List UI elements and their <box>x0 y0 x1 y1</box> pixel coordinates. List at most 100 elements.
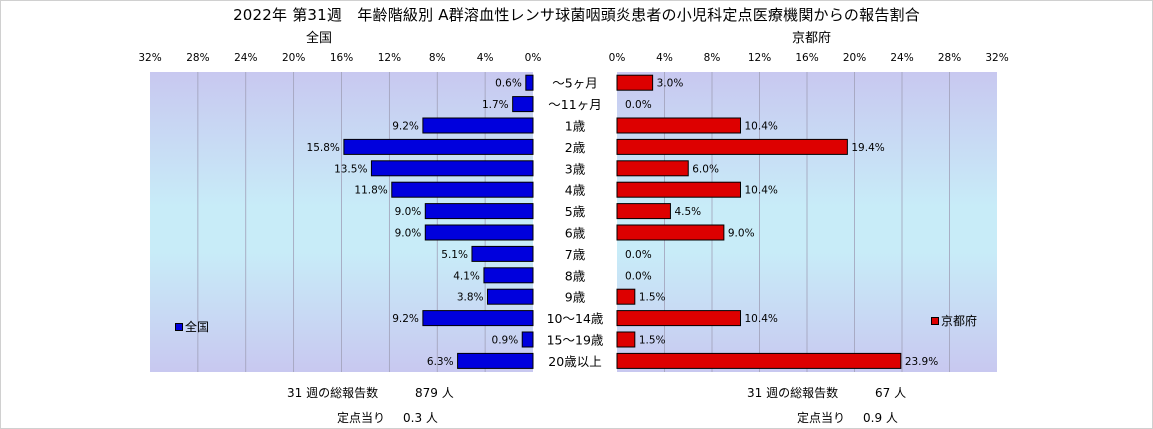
kyoto-bar <box>616 138 848 155</box>
category-label: ～5ヶ月 <box>552 76 597 91</box>
national-bar <box>521 331 534 348</box>
national-data-label: 3.8% <box>457 292 484 304</box>
national-tick-label: 12% <box>378 52 401 64</box>
national-bar <box>370 160 534 177</box>
category-label: 15～19歳 <box>547 333 604 348</box>
kyoto-tick-label: 0% <box>609 52 626 64</box>
kyoto-bar <box>616 117 741 134</box>
kyoto-tick-label: 20% <box>843 52 866 64</box>
chart-title: 2022年 第31週 年齢階級別 A群溶血性レンサ球菌咽頭炎患者の小児科定点医療… <box>233 6 920 24</box>
kyoto-tick-label: 24% <box>890 52 913 64</box>
kyoto-legend-label: 京都府 <box>941 314 978 328</box>
national-total-label: 31 週の総報告数 <box>287 386 379 400</box>
national-data-label: 0.6% <box>495 78 522 90</box>
kyoto-bar <box>616 310 741 327</box>
kyoto-bar <box>616 74 654 91</box>
national-bar <box>525 74 534 91</box>
national-legend-label: 全国 <box>185 320 210 334</box>
national-bar <box>422 310 534 327</box>
national-bar <box>424 224 534 241</box>
category-label: 8歳 <box>565 268 586 283</box>
national-data-label: 4.1% <box>453 270 480 282</box>
kyoto-tick-label: 32% <box>985 52 1008 64</box>
kyoto-subtitle: 京都府 <box>792 31 832 46</box>
national-bar <box>457 352 534 369</box>
national-total-value: 879 人 <box>415 386 454 400</box>
kyoto-data-label: 23.9% <box>905 356 938 368</box>
kyoto-legend-swatch <box>931 316 939 325</box>
kyoto-data-label: 0.0% <box>625 270 652 282</box>
national-tick-label: 8% <box>429 52 446 64</box>
national-tick-label: 4% <box>477 52 494 64</box>
national-data-label: 5.1% <box>441 249 468 261</box>
national-data-label: 6.3% <box>427 356 454 368</box>
kyoto-data-label: 4.5% <box>674 206 701 218</box>
kyoto-per-label: 定点当り <box>797 411 846 425</box>
kyoto-tick-label: 8% <box>704 52 721 64</box>
national-bar <box>483 267 534 284</box>
kyoto-per-value: 0.9 人 <box>863 411 898 425</box>
category-label: 4歳 <box>565 183 586 198</box>
category-label: 3歳 <box>565 161 586 176</box>
national-bar <box>391 181 534 198</box>
kyoto-data-label: 9.0% <box>728 228 755 240</box>
national-tick-label: 28% <box>186 52 209 64</box>
kyoto-data-label: 10.4% <box>745 185 778 197</box>
kyoto-tick-label: 12% <box>748 52 771 64</box>
national-bar <box>424 203 534 220</box>
national-tick-label: 32% <box>138 52 161 64</box>
kyoto-data-label: 19.4% <box>851 142 884 154</box>
national-bar <box>487 288 534 305</box>
category-label: 1歳 <box>565 119 586 134</box>
kyoto-data-label: 0.0% <box>625 249 652 261</box>
category-label: 2歳 <box>565 140 586 155</box>
kyoto-total-value: 67 人 <box>875 386 907 400</box>
national-data-label: 1.7% <box>482 99 509 111</box>
kyoto-data-label: 0.0% <box>625 99 652 111</box>
national-data-label: 13.5% <box>334 163 367 175</box>
kyoto-bar <box>616 352 902 369</box>
kyoto-total-label: 31 週の総報告数 <box>747 386 839 400</box>
national-data-label: 15.8% <box>307 142 340 154</box>
category-label: 7歳 <box>565 247 586 262</box>
national-bar <box>512 96 534 113</box>
national-data-label: 9.2% <box>392 313 419 325</box>
category-label: 6歳 <box>565 226 586 241</box>
kyoto-bar <box>616 288 636 305</box>
national-subtitle: 全国 <box>306 31 333 46</box>
kyoto-bar <box>616 224 725 241</box>
national-per-label: 定点当り <box>337 411 386 425</box>
kyoto-data-label: 6.0% <box>692 163 719 175</box>
kyoto-tick-label: 28% <box>938 52 961 64</box>
national-data-label: 9.0% <box>395 206 422 218</box>
national-data-label: 9.0% <box>395 228 422 240</box>
kyoto-bar <box>616 203 671 220</box>
national-legend: 全国 <box>175 318 209 335</box>
kyoto-tick-label: 16% <box>795 52 818 64</box>
kyoto-data-label: 10.4% <box>745 313 778 325</box>
national-per-value: 0.3 人 <box>403 411 438 425</box>
kyoto-legend: 京都府 <box>931 312 977 329</box>
kyoto-bar <box>616 160 689 177</box>
category-label: 5歳 <box>565 204 586 219</box>
category-label: ～11ヶ月 <box>548 97 601 112</box>
national-data-label: 9.2% <box>392 121 419 133</box>
national-legend-swatch <box>175 322 183 331</box>
kyoto-data-label: 3.0% <box>657 78 684 90</box>
category-label: 9歳 <box>565 290 586 305</box>
national-tick-label: 24% <box>234 52 257 64</box>
national-data-label: 11.8% <box>354 185 387 197</box>
kyoto-bar <box>616 181 741 198</box>
category-label: 10～14歳 <box>547 311 604 326</box>
national-data-label: 0.9% <box>492 335 519 347</box>
national-tick-label: 0% <box>525 52 542 64</box>
kyoto-data-label: 1.5% <box>639 292 666 304</box>
national-bar <box>422 117 534 134</box>
kyoto-bar <box>616 331 636 348</box>
national-tick-label: 20% <box>282 52 305 64</box>
national-tick-label: 16% <box>330 52 353 64</box>
national-bar <box>471 245 534 262</box>
kyoto-data-label: 10.4% <box>745 121 778 133</box>
kyoto-data-label: 1.5% <box>639 335 666 347</box>
